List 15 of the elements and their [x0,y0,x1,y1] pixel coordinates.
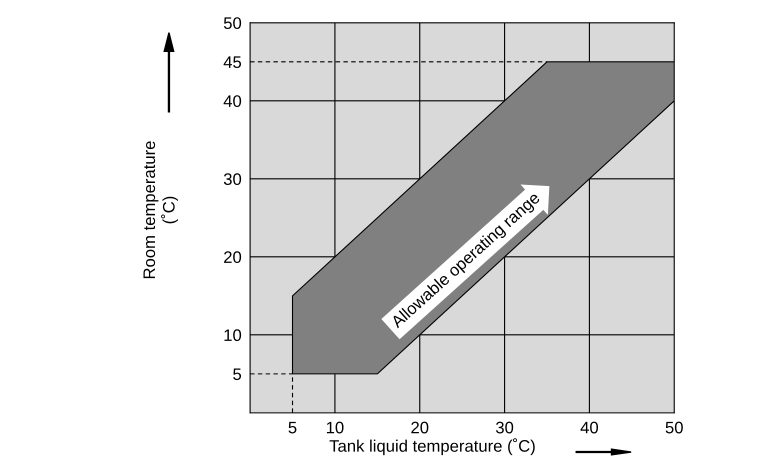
x-tick-label: 5 [288,422,296,434]
y-tick-label: 45 [224,56,242,68]
x-tick-label: 40 [580,422,598,434]
y-tick-label: 10 [224,329,242,342]
x-tick-label: 30 [496,422,514,434]
x-tick-label: 20 [411,422,428,434]
y-axis-title: Room temperature (˚C) [143,141,178,278]
y-tick-label: 5 [233,368,242,380]
y-tick-label: 40 [224,95,242,108]
y-tick-label: 30 [224,173,242,186]
y-tick-label: 50 [224,17,242,30]
y-tick-label: 20 [224,251,242,264]
x-tick-label: 50 [666,422,683,434]
x-tick-label: 10 [326,422,344,434]
x-axis-title: Tank liquid temperature (˚C) [330,438,535,456]
